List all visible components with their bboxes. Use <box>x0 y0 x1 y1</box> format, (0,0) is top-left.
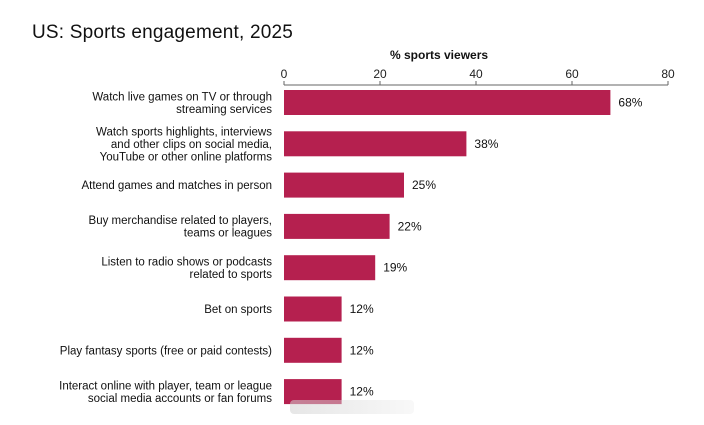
category-label: Buy merchandise related to players, teams… <box>89 215 273 240</box>
x-tick-label: 0 <box>281 67 288 81</box>
bar <box>284 213 390 239</box>
category-label: Listen to radio shows or podcasts related… <box>101 256 272 281</box>
bar-value-label: 19% <box>383 261 407 275</box>
bar <box>284 379 342 405</box>
x-tick-label: 80 <box>661 67 675 81</box>
x-tick-label: 20 <box>373 67 387 81</box>
category-label: Watch sports highlights, interviews and o… <box>96 126 272 163</box>
chart-title: US: Sports engagement, 2025 <box>32 22 294 43</box>
bar-value-label: 68% <box>618 96 642 110</box>
bar-value-label: 12% <box>350 302 374 316</box>
bar <box>284 296 342 322</box>
category-label: Interact online with player, team or lea… <box>59 380 272 405</box>
x-axis-label: % sports viewers <box>390 48 489 62</box>
bar-value-label: 12% <box>350 343 374 357</box>
bar-value-label: 25% <box>412 178 436 192</box>
bar <box>284 90 611 115</box>
category-label: Attend games and matches in person <box>81 180 272 192</box>
x-tick-label: 40 <box>469 67 483 81</box>
watermark <box>290 400 414 414</box>
category-label: Play fantasy sports (free or paid contes… <box>60 345 272 357</box>
bar <box>284 255 376 281</box>
bar-value-label: 12% <box>350 385 374 399</box>
bar-value-label: 38% <box>474 137 498 151</box>
bar <box>284 131 467 157</box>
bar-value-label: 22% <box>398 219 422 233</box>
bar <box>284 337 342 363</box>
category-label: Watch live games on TV or through streami… <box>92 91 272 116</box>
bar <box>284 172 404 198</box>
category-label: Bet on sports <box>204 304 272 316</box>
x-tick-label: 60 <box>565 67 579 81</box>
